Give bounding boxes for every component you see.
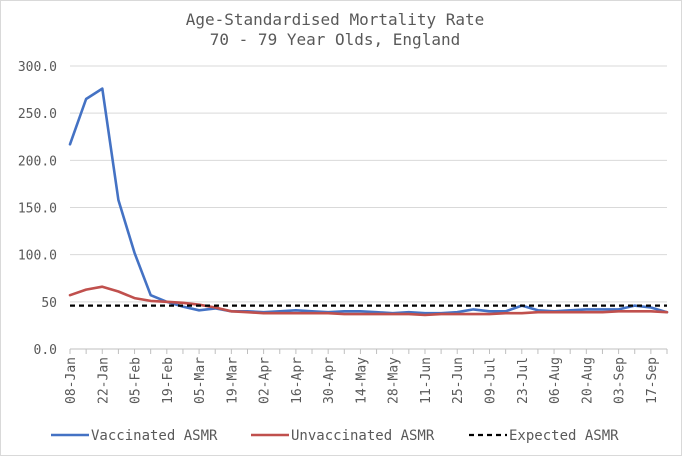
x-tick-label: 03-Sep xyxy=(613,357,628,404)
y-tick-label: 250.0 xyxy=(18,107,57,122)
x-tick-label: 28-May xyxy=(387,357,402,404)
y-tick-label: 150.0 xyxy=(18,202,57,217)
expected-asmr-legend-label: Expected ASMR xyxy=(509,428,619,444)
y-tick-label: 0.0 xyxy=(34,343,57,358)
chart-title-line-2: 70 - 79 Year Olds, England xyxy=(210,30,460,49)
x-tick-label: 05-Feb xyxy=(129,357,144,404)
unvaccinated-asmr-legend-label: Unvaccinated ASMR xyxy=(291,428,435,444)
y-tick-label: 50 xyxy=(41,296,57,311)
x-tick-label: 11-Jun xyxy=(419,357,434,404)
x-tick-label: 20-Aug xyxy=(580,357,595,404)
unvaccinated-asmr-line xyxy=(68,285,669,317)
x-tick-label: 02-Apr xyxy=(258,357,273,404)
x-tick-label: 30-Apr xyxy=(322,357,337,404)
x-tick-label: 22-Jan xyxy=(96,357,111,404)
y-axis: 0.0 50 100.0 150.0 200.0 250.0 300.0 xyxy=(18,60,57,358)
legend: Vaccinated ASMR Unvaccinated ASMR Expected… xyxy=(51,428,619,444)
x-tick-label: 16-Apr xyxy=(290,357,305,404)
chart-title-line-1: Age-Standardised Mortality Rate xyxy=(186,10,485,29)
x-axis: 08-Jan 22-Jan 05-Feb 19-Feb 05-Mar 19-Mar 02-A… xyxy=(64,348,668,404)
gridlines xyxy=(70,65,667,303)
x-tick-label: 25-Jun xyxy=(451,357,466,404)
vaccinated-asmr-line xyxy=(68,87,669,315)
x-tick-label: 14-May xyxy=(354,357,369,404)
vaccinated-asmr-legend-label: Vaccinated ASMR xyxy=(91,428,218,444)
x-tick-label: 23-Jul xyxy=(516,357,531,404)
x-tick-label: 08-Jan xyxy=(64,357,79,404)
y-tick-label: 300.0 xyxy=(18,60,57,75)
y-tick-label: 100.0 xyxy=(18,249,57,264)
y-tick-label: 200.0 xyxy=(18,154,57,169)
x-tick-label: 19-Mar xyxy=(225,357,240,404)
series-lines xyxy=(68,87,669,317)
x-tick-label: 05-Mar xyxy=(193,357,208,404)
x-tick-label: 06-Aug xyxy=(548,357,563,404)
x-tick-label: 19-Feb xyxy=(161,357,176,404)
x-tick-label: 17-Sep xyxy=(645,357,660,404)
x-tick-label: 09-Jul xyxy=(484,357,499,404)
